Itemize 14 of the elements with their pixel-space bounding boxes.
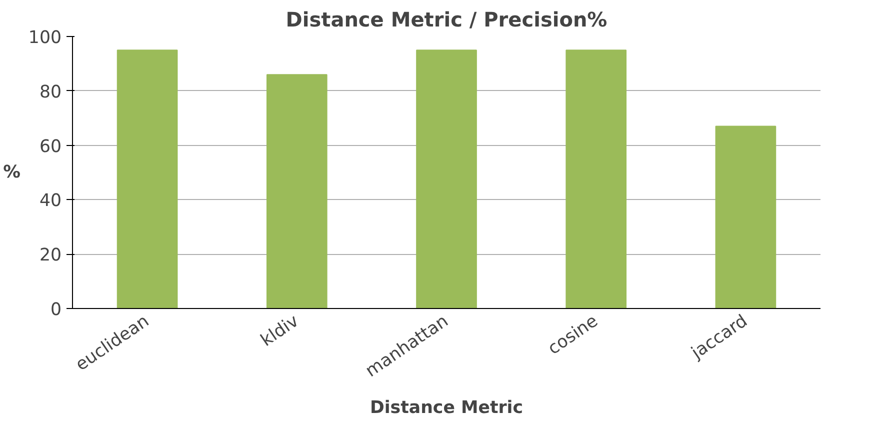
y-tick-label: 60 — [39, 136, 62, 157]
y-axis-title: % — [3, 162, 20, 182]
y-tick-label: 0 — [50, 300, 62, 320]
bar — [266, 74, 328, 308]
y-tick-label: 100 — [28, 28, 62, 48]
x-axis-title: Distance Metric — [370, 398, 524, 418]
bar — [715, 126, 776, 308]
y-tick-label: 20 — [39, 246, 62, 266]
bar — [566, 50, 627, 308]
bar — [116, 50, 178, 308]
y-tick-label: 40 — [39, 191, 62, 212]
chart-title: Distance Metric / Precision% — [286, 8, 608, 32]
y-tick-label: 80 — [39, 82, 62, 102]
bar — [416, 50, 477, 308]
